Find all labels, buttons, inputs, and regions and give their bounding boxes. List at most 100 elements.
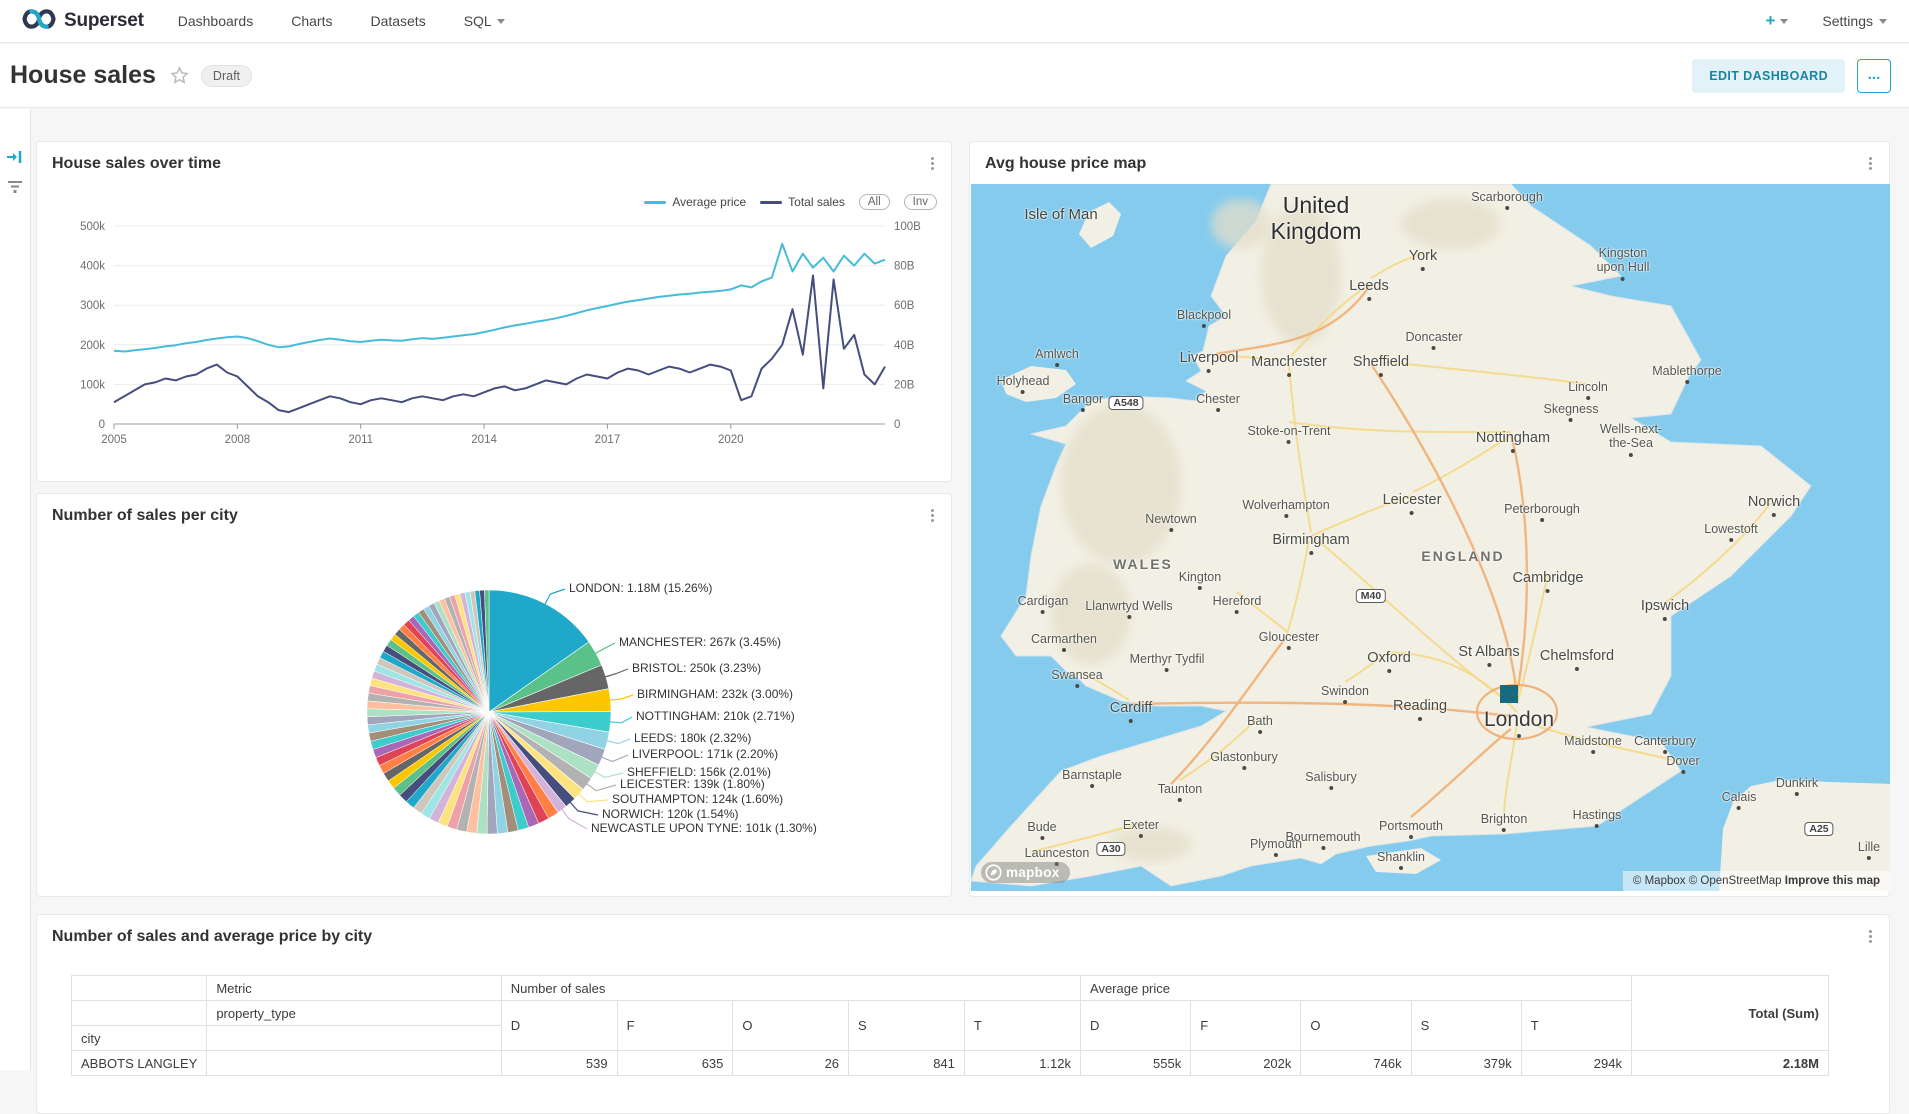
road-shield-a30: A30 (1096, 842, 1126, 856)
pie-label-leeds: LEEDS: 180k (2.32%) (634, 731, 752, 745)
sales-value-cell: 539 (500, 1050, 618, 1076)
map-label-launceston: Launceston (1024, 846, 1090, 860)
pie-label-manchester: MANCHESTER: 267k (3.45%) (619, 635, 782, 649)
chart-title: Avg house price map (985, 155, 1147, 172)
map-label-chester: Chester (1196, 392, 1240, 406)
legend-item-average-price[interactable]: Average price (644, 195, 746, 209)
mapbox-map[interactable]: United Kingdom Isle of Man Scarborough York… (971, 184, 1890, 891)
status-badge: Draft (200, 64, 253, 87)
map-label-dunkirk: Dunkirk (1775, 776, 1819, 790)
map-label-lincoln: Lincoln (1568, 380, 1608, 394)
map-label-taunton: Taunton (1157, 782, 1203, 796)
map-label-canterbury: Canterbury (1634, 734, 1696, 748)
map-label-calais: Calais (1721, 790, 1757, 804)
map-label-bath: Bath (1247, 714, 1273, 728)
subcolumn-header-t: T (963, 1000, 1082, 1051)
subcolumn-header-o: O (732, 1000, 850, 1051)
map-label-mablethorpe: Mablethorpe (1652, 364, 1722, 378)
map-label-england: ENGLAND (1421, 548, 1505, 564)
subcolumn-header-t: T (1520, 1000, 1632, 1051)
chart-menu-kebab-icon[interactable] (925, 507, 939, 525)
sales-value-cell: 635 (616, 1050, 734, 1076)
legend-button-all[interactable]: All (858, 194, 890, 210)
pie-chart[interactable]: LONDON: 1.18M (15.26%) MANCHESTER: 267k (… (37, 494, 953, 898)
price-value-cell: 294k (1520, 1050, 1632, 1076)
edit-dashboard-button[interactable]: EDIT DASHBOARD (1692, 58, 1845, 93)
map-data-marker-london[interactable] (1500, 685, 1518, 703)
chart-menu-kebab-icon[interactable] (1863, 928, 1877, 946)
map-label-sheffield: Sheffield (1352, 354, 1410, 370)
attribution-mapbox[interactable]: © Mapbox (1632, 875, 1686, 887)
legend-button-inv[interactable]: Inv (903, 194, 937, 210)
new-item-button[interactable]: + (1765, 11, 1789, 31)
svg-text:200k: 200k (80, 340, 105, 352)
pivot-table-grid: Metric Number of sales Average price Total … (70, 975, 1830, 1076)
page-title: House sales (10, 61, 156, 89)
attribution-osm[interactable]: © OpenStreetMap (1688, 875, 1782, 887)
nav-item-datasets[interactable]: Datasets (370, 13, 426, 29)
chart-card-sales-per-city: Number of sales per city LONDON: 1.18M (… (36, 493, 952, 897)
pie-slice-other[interactable] (484, 589, 490, 713)
brand-name: Superset (64, 10, 144, 31)
improve-map-link[interactable]: Improve this map (1784, 875, 1880, 887)
filter-bar-collapsed (0, 109, 31, 1070)
pie-label-birmingham: BIRMINGHAM: 232k (3.00%) (637, 687, 794, 701)
subcolumn-header-d: D (1080, 1000, 1192, 1051)
subcolumn-header-o: O (1300, 1000, 1412, 1051)
road-shield-m40: M40 (1355, 589, 1387, 603)
expand-filter-bar-icon[interactable] (6, 149, 24, 170)
more-options-button[interactable]: ... (1857, 58, 1891, 93)
svg-text:100k: 100k (80, 379, 105, 391)
pie-label-bristol: BRISTOL: 250k (3.23%) (632, 661, 762, 675)
nav-item-charts[interactable]: Charts (291, 13, 333, 29)
map-label-salisbury: Salisbury (1305, 770, 1357, 784)
settings-menu[interactable]: Settings (1822, 13, 1887, 29)
subcolumn-header-f: F (616, 1000, 734, 1051)
nav-item-dashboards[interactable]: Dashboards (177, 13, 254, 29)
map-label-manchester: Manchester (1251, 354, 1327, 370)
svg-text:2011: 2011 (348, 434, 373, 446)
line-chart[interactable]: 0 0 100k 20B 200k 40B 300k 60B 400k 80B 500k 100B 20… (37, 212, 951, 477)
svg-text:2005: 2005 (101, 434, 127, 446)
subcolumn-header-s: S (848, 1000, 965, 1051)
chart-menu-kebab-icon[interactable] (1863, 155, 1877, 173)
svg-text:100B: 100B (894, 221, 921, 233)
table-row: ABBOTS LANGLEY 539 635 26 841 1.12k 555k 202k 74… (70, 1050, 1830, 1076)
pie-label-nottingham: NOTTINGHAM: 210k (2.71%) (636, 709, 795, 723)
svg-text:500k: 500k (80, 221, 105, 233)
metric-header: Metric (206, 975, 502, 1001)
mapbox-logo[interactable]: mapbox (981, 862, 1070, 883)
map-label-cardigan: Cardigan (1017, 594, 1069, 608)
chart-menu-kebab-icon[interactable] (925, 155, 939, 173)
map-label-gloucester: Gloucester (1258, 630, 1320, 644)
filter-funnel-icon[interactable] (6, 179, 24, 200)
chart-card-sales-and-price-table: Number of sales and average price by cit… (36, 914, 1890, 1114)
pie-label-southampton: SOUTHAMPTON: 124k (1.60%) (612, 792, 784, 806)
map-label-barnstaple: Barnstaple (1062, 768, 1122, 782)
chart-card-house-sales-over-time: House sales over time Average price Total… (36, 141, 952, 482)
favorite-star-icon[interactable] (170, 66, 189, 85)
legend-swatch (644, 200, 667, 204)
map-label-isle-of-man: Isle of Man (1024, 206, 1098, 223)
map-label-london: London (1483, 708, 1555, 731)
map-label-leeds: Leeds (1349, 278, 1389, 294)
map-label-york: York (1408, 248, 1438, 264)
chart-card-avg-house-price-map: Avg house price map United Kingdom Isle o… (969, 141, 1890, 897)
map-label-skegness: Skegness (1543, 402, 1599, 416)
mapbox-icon (985, 864, 1002, 881)
chart-title: Number of sales per city (52, 507, 238, 524)
map-label-maidstone: Maidstone (1564, 734, 1622, 748)
map-label-portsmouth: Portsmouth (1379, 819, 1443, 833)
map-label-amlwch: Amlwch (1035, 347, 1079, 361)
chevron-down-icon (1879, 18, 1887, 24)
map-label-newtown: Newtown (1145, 512, 1197, 526)
legend-item-total-sales[interactable]: Total sales (760, 195, 845, 209)
road-shield-a25: A25 (1804, 822, 1834, 836)
map-label-kington: Kington (1178, 570, 1222, 584)
map-label-bangor: Bangor (1062, 392, 1104, 406)
map-label-ipswich: Ipswich (1640, 598, 1690, 614)
pie-label-newcastle-upon-tyne: NEWCASTLE UPON TYNE: 101k (1.30%) (591, 821, 817, 835)
map-label-dover: Dover (1666, 754, 1700, 768)
superset-logo[interactable]: Superset (22, 8, 144, 35)
nav-item-sql[interactable]: SQL (464, 13, 505, 29)
